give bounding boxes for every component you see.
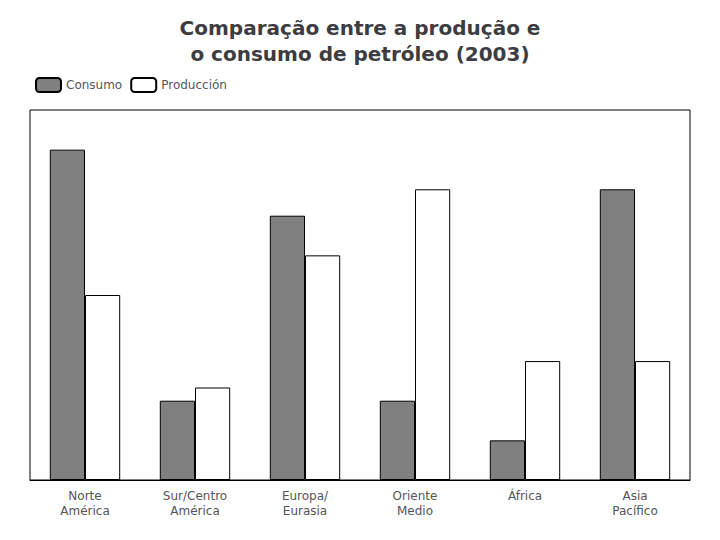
svg-text:Europa/: Europa/ <box>282 489 329 503</box>
svg-text:Consumo: Consumo <box>66 78 122 92</box>
svg-text:o consumo de petróleo (2003): o consumo de petróleo (2003) <box>190 42 529 66</box>
svg-text:América: América <box>170 504 220 518</box>
svg-text:Producción: Producción <box>161 78 227 92</box>
svg-text:Norte: Norte <box>68 489 101 503</box>
svg-text:Oriente: Oriente <box>393 489 438 503</box>
svg-text:Asia: Asia <box>622 489 647 503</box>
svg-text:África: África <box>508 488 542 503</box>
svg-text:Medio: Medio <box>397 504 433 518</box>
svg-text:Eurasia: Eurasia <box>283 504 327 518</box>
svg-text:América: América <box>60 504 110 518</box>
svg-text:Comparação entre a produção e: Comparação entre a produção e <box>180 16 541 40</box>
svg-text:Pacífico: Pacífico <box>612 504 657 518</box>
svg-text:Sur/Centro: Sur/Centro <box>163 489 227 503</box>
